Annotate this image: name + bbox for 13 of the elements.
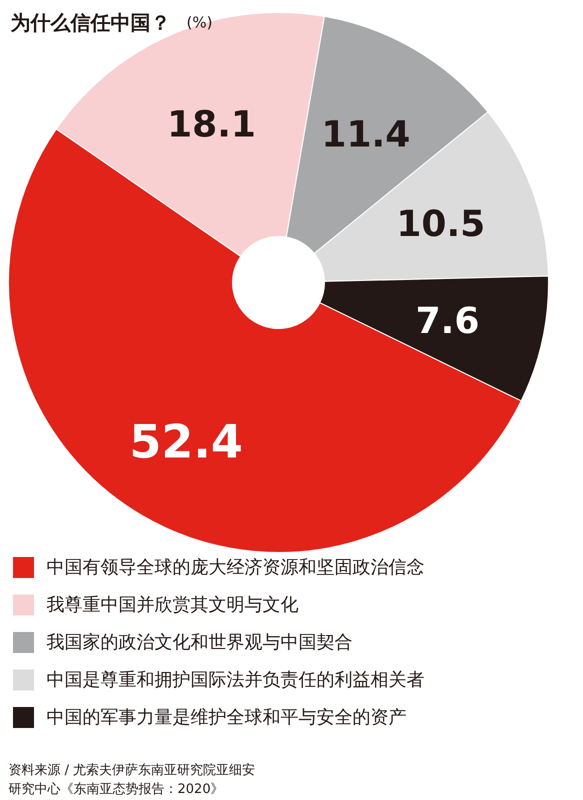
data-label: 7.6 (416, 300, 480, 342)
chart-subtitle: (%) (186, 14, 212, 32)
legend-label: 中国的军事力量是维护全球和平与安全的资产 (46, 707, 406, 728)
chart-title: 为什么信任中国？ (10, 10, 170, 34)
legend-label: 我国家的政治文化和世界观与中国契合 (46, 632, 352, 653)
data-label: 11.4 (321, 114, 410, 156)
text: 资料来源 / 尤索夫伊萨东南亚研究院亚细安研究中心《东南亚态势报告：2020》 (8, 762, 256, 797)
legend-label: 中国是尊重和拥护国际法并负责任的利益相关者 (46, 670, 424, 690)
data-label: 18.1 (167, 104, 256, 146)
legend-label: 我尊重中国并欣赏其文明与文化 (46, 594, 298, 616)
data-label: 52.4 (129, 414, 243, 468)
data-label: 10.5 (396, 204, 486, 246)
legend-label: 中国有领导全球的庞大经济资源和坚固政治信念 (46, 557, 424, 578)
